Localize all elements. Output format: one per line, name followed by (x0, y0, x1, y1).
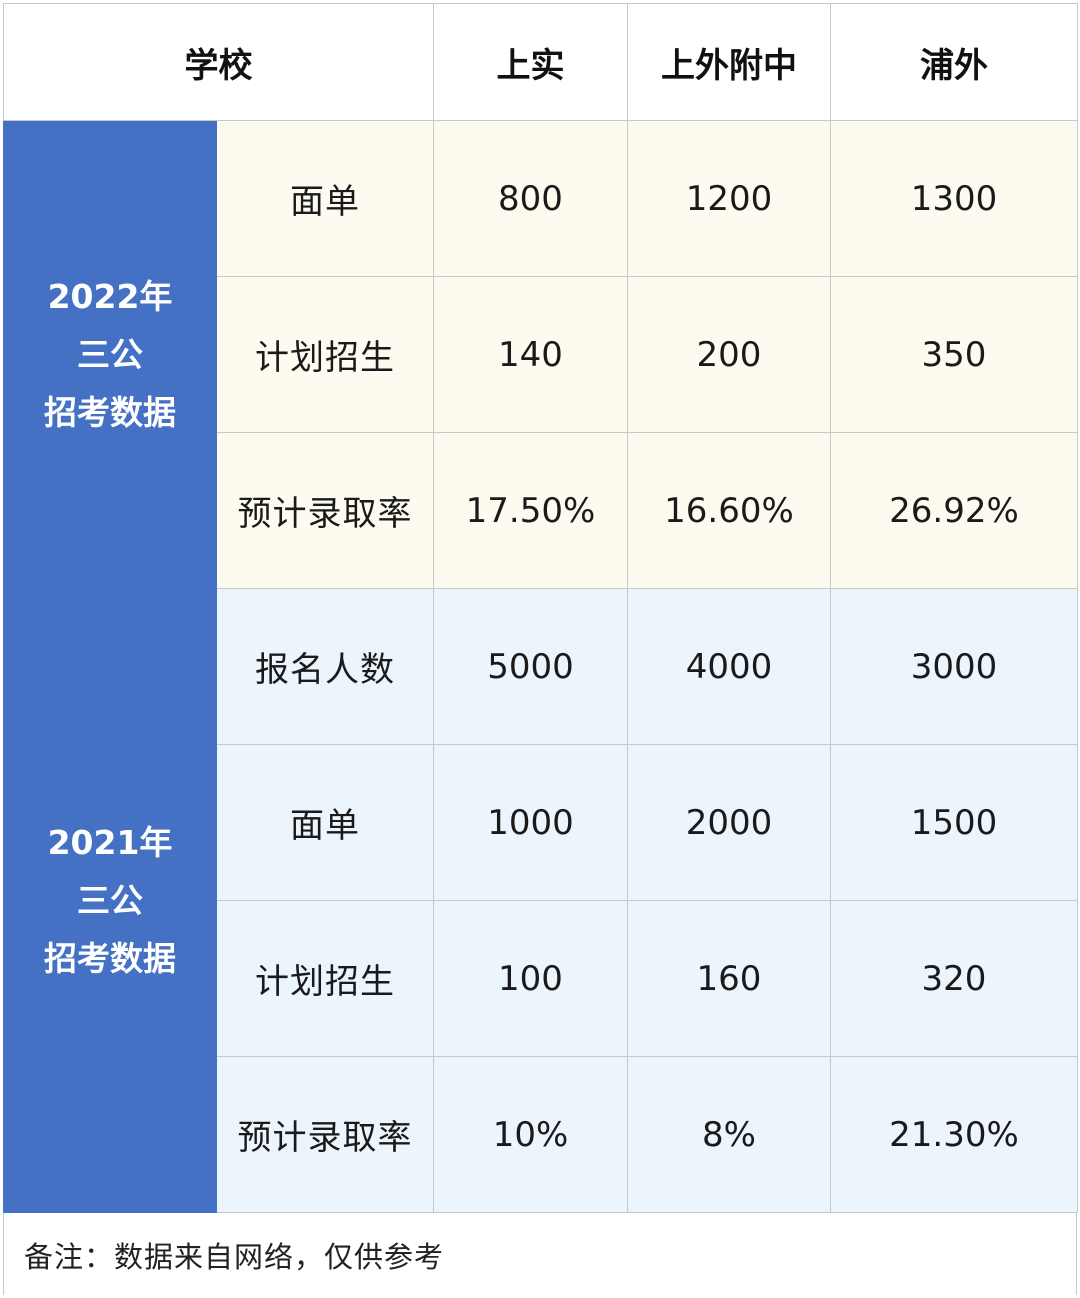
row-label: 预计录取率 (216, 432, 434, 589)
footnote: 备注：数据来自网络，仅供参考 (24, 1240, 445, 1274)
table-cell: 800 (433, 120, 628, 277)
table-cell: 100 (433, 900, 628, 1057)
group-title-line: 2022年 (47, 276, 173, 316)
table-row: 预计录取率 10% 8% 21.30% (4, 1056, 1078, 1213)
table-row: 面单 1000 2000 1500 (4, 744, 1078, 901)
row-label: 计划招生 (216, 276, 434, 433)
table-cell: 1000 (433, 744, 628, 901)
table-cell: 8% (627, 1056, 831, 1213)
table-cell: 1500 (830, 744, 1078, 901)
table-cell: 1300 (830, 120, 1078, 277)
table-cell: 350 (830, 276, 1078, 433)
group-title-line: 三公 (77, 334, 143, 374)
header-school-label: 学校 (3, 3, 434, 121)
row-label: 报名人数 (216, 588, 434, 745)
header-school-shangshi: 上实 (433, 3, 628, 121)
table-row: 2021年 三公 招考数据 报名人数 5000 4000 3000 (3, 588, 1078, 1213)
table-cell: 3000 (830, 588, 1078, 745)
admission-data-table: 学校 上实 上外附中 浦外 2022年 三公 招考数据 面单 800 1200 … (3, 3, 1078, 1213)
group-title-line: 招考数据 (44, 392, 176, 432)
row-label: 计划招生 (216, 900, 434, 1057)
table-row: 计划招生 140 200 350 (4, 276, 1078, 433)
table-cell: 1200 (627, 120, 831, 277)
row-label: 预计录取率 (216, 1056, 434, 1213)
table-cell: 4000 (627, 588, 831, 745)
table-cell: 320 (830, 900, 1078, 1057)
table-cell: 16.60% (627, 432, 831, 589)
group-header-2022: 2022年 三公 招考数据 (3, 120, 217, 589)
table-cell: 21.30% (830, 1056, 1078, 1213)
group-title-line: 招考数据 (44, 938, 176, 978)
table-cell: 26.92% (830, 432, 1078, 589)
header-school-shangwai: 上外附中 (627, 3, 831, 121)
table-header-row: 学校 上实 上外附中 浦外 (3, 3, 1078, 121)
group-title-line: 2021年 (47, 822, 173, 862)
table-cell: 5000 (433, 588, 628, 745)
group-title-line: 三公 (77, 880, 143, 920)
table-cell: 2000 (627, 744, 831, 901)
row-label: 面单 (216, 120, 434, 277)
table-cell: 17.50% (433, 432, 628, 589)
table-cell: 160 (627, 900, 831, 1057)
table-cell: 200 (627, 276, 831, 433)
table-cell: 10% (433, 1056, 628, 1213)
row-label: 面单 (216, 744, 434, 901)
table-row: 2022年 三公 招考数据 面单 800 1200 1300 (3, 120, 1078, 589)
table-cell: 140 (433, 276, 628, 433)
header-school-puwai: 浦外 (830, 3, 1078, 121)
table-row: 预计录取率 17.50% 16.60% 26.92% (4, 432, 1078, 589)
group-header-2021: 2021年 三公 招考数据 (3, 588, 217, 1213)
